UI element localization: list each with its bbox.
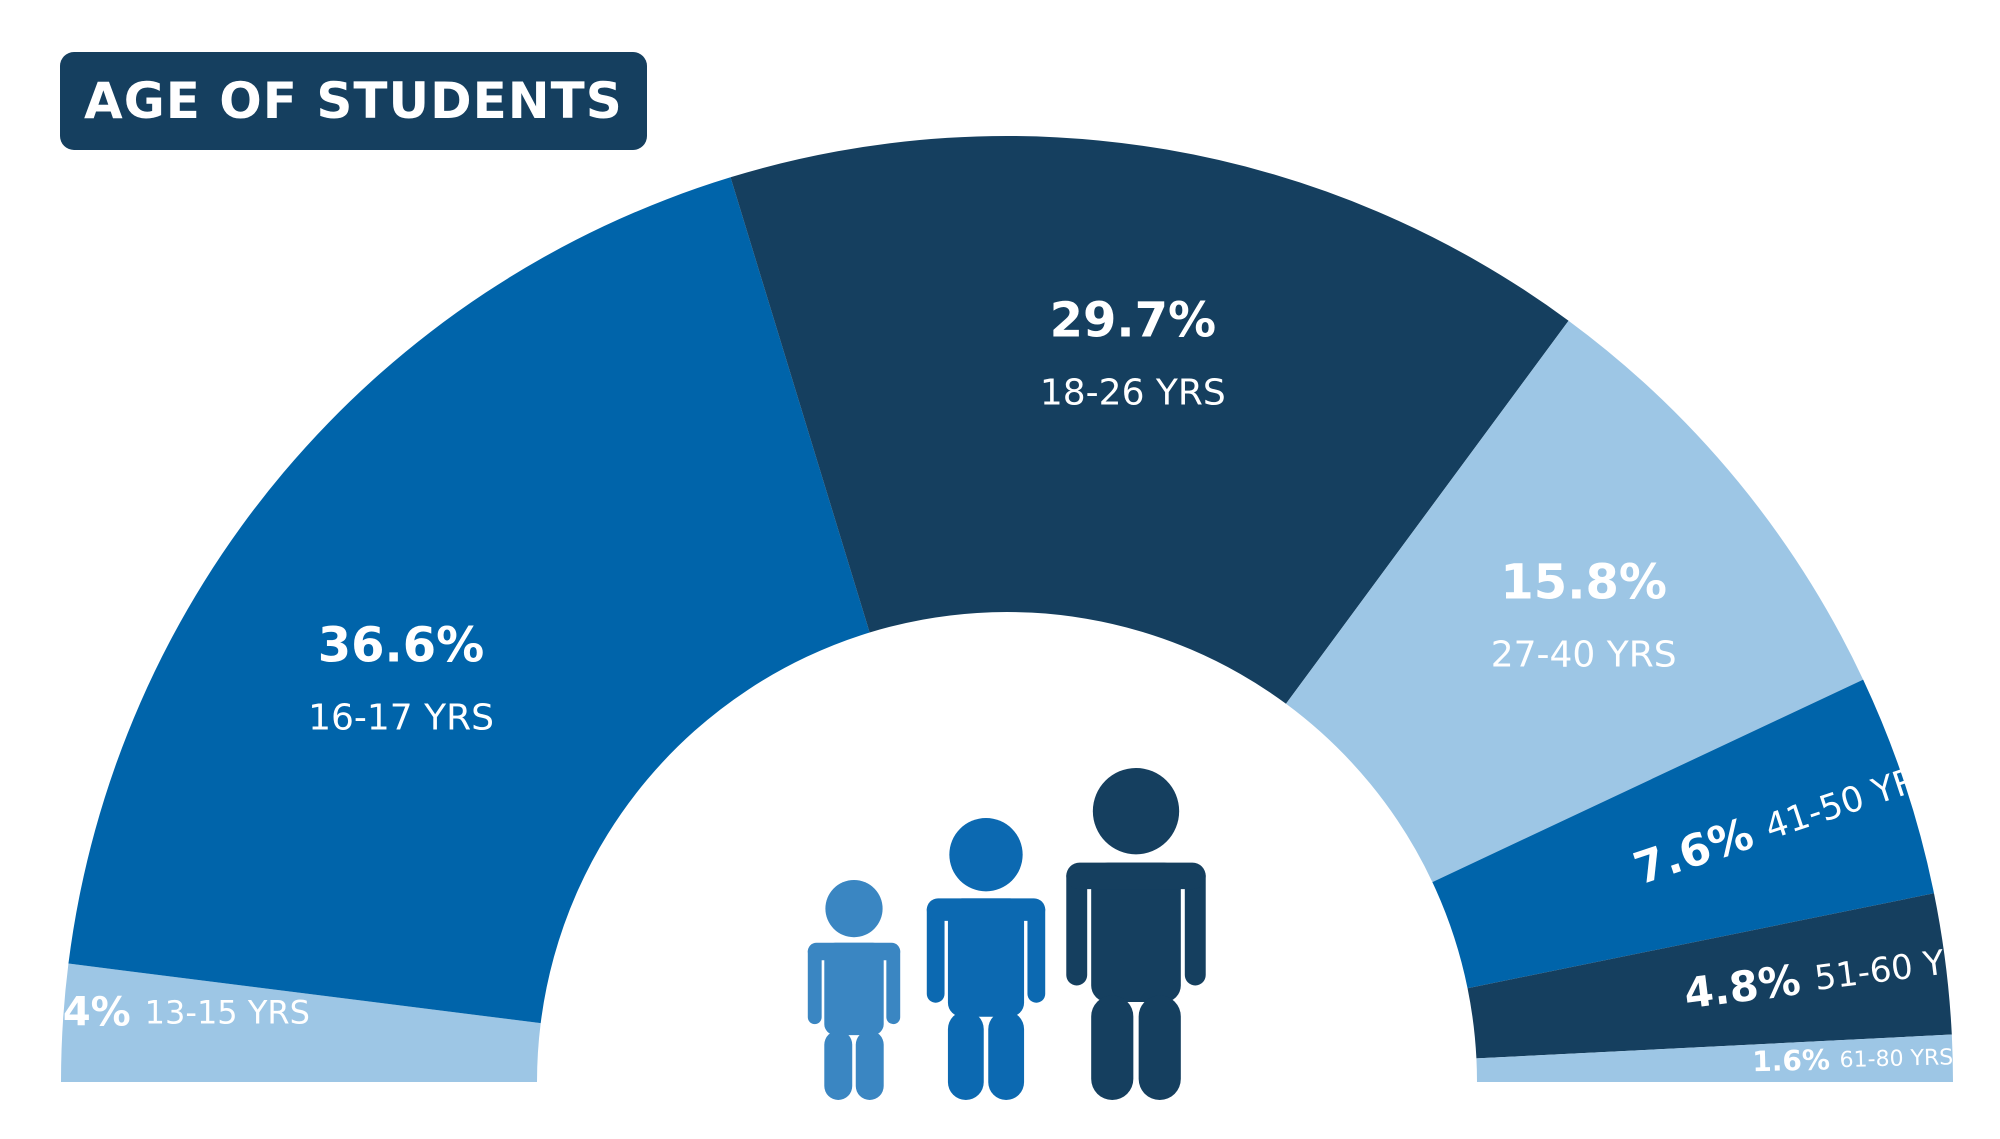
slice-16-17-yrs [68, 177, 870, 1024]
person-medium-icon [926, 818, 1046, 1100]
chart-title-box: AGE OF STUDENTS [60, 52, 647, 150]
slice-41-50-yrs [1432, 679, 1934, 989]
slice-label-16-17-yrs-percent: 36.6% [318, 618, 485, 674]
slice-18-26-yrs [730, 136, 1569, 704]
slice-label-13-15-yrs-percent: 4% [63, 989, 145, 1035]
slice-label-16-17-yrs-range: 16-17 YRS [308, 698, 494, 739]
slice-label-18-26-yrs-range: 18-26 YRS [1040, 373, 1226, 414]
person-small-icon [807, 880, 901, 1100]
slice-label-18-26-yrs-percent: 29.7% [1050, 293, 1217, 349]
slice-label-27-40-yrs-range: 27-40 YRS [1491, 635, 1677, 676]
chart-title: AGE OF STUDENTS [84, 72, 623, 130]
slice-label-27-40-yrs-percent: 15.8% [1500, 555, 1667, 611]
slice-label-13-15-yrs-range: 13-15 YRS [145, 993, 310, 1031]
person-large-icon [1066, 768, 1206, 1100]
slice-27-40-yrs [1285, 320, 1864, 883]
slice-51-60-yrs [1467, 893, 1952, 1059]
people-illustration [807, 768, 1206, 1100]
slice-13-15-yrs [61, 963, 541, 1082]
slice-label-13-15-yrs: 4% 13-15 YRS [63, 989, 310, 1035]
slice-label-61-80-yrs-range: 61-80 YRS [1839, 1045, 1953, 1073]
slice-label-61-80-yrs: 1.6% 61-80 YRS [1752, 1040, 1954, 1078]
chart-slices [61, 136, 1953, 1082]
slice-61-80-yrs [1476, 1034, 1953, 1082]
slice-label-61-80-yrs-percent: 1.6% [1752, 1043, 1840, 1078]
